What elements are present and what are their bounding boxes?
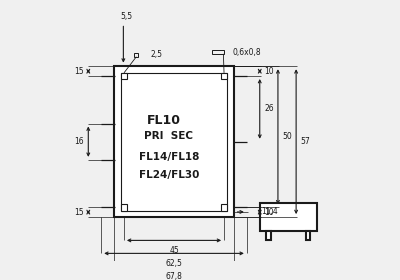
Text: 0,6x0,8: 0,6x0,8 (232, 48, 261, 57)
Bar (212, 50, 224, 54)
Bar (306, 230, 310, 241)
Bar (114, 66, 234, 217)
Text: PRI  SEC: PRI SEC (144, 132, 193, 141)
Bar (221, 73, 227, 79)
Text: 10: 10 (264, 67, 274, 76)
Bar (260, 203, 317, 231)
Bar (221, 204, 227, 211)
Text: 15: 15 (74, 67, 84, 76)
Bar (121, 204, 127, 211)
Text: FL24/FL30: FL24/FL30 (139, 171, 199, 180)
Text: 26: 26 (264, 104, 274, 113)
Bar (266, 230, 271, 241)
Text: 67,8: 67,8 (166, 272, 182, 280)
Text: 16: 16 (74, 137, 84, 146)
Text: 15: 15 (74, 208, 84, 217)
Bar (134, 53, 138, 57)
Text: 5,5: 5,5 (120, 13, 132, 22)
Text: 11,4: 11,4 (261, 207, 278, 216)
Bar (121, 73, 227, 211)
Bar (121, 73, 127, 79)
Text: 50: 50 (282, 132, 292, 141)
Text: 2,5: 2,5 (151, 50, 163, 59)
Text: 10: 10 (264, 208, 274, 217)
Text: FL14/FL18: FL14/FL18 (139, 152, 199, 162)
Text: 62,5: 62,5 (166, 259, 182, 268)
Text: 57: 57 (300, 137, 310, 146)
Text: 45: 45 (169, 246, 179, 255)
Text: FL10: FL10 (147, 115, 181, 127)
